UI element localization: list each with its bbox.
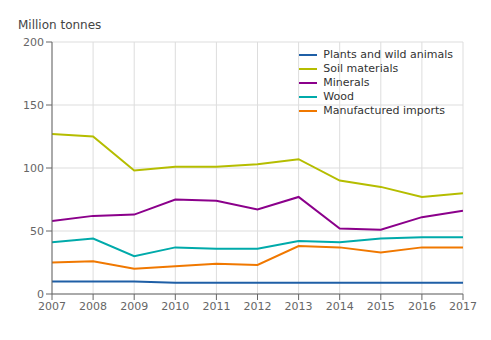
svg-text:2015: 2015 [367, 300, 395, 313]
svg-text:2017: 2017 [449, 300, 477, 313]
html-text:Million tonnes: Million tonnes [18, 18, 102, 32]
svg-text:2016: 2016 [408, 300, 436, 313]
svg-text:2010: 2010 [161, 300, 189, 313]
svg-text:2009: 2009 [120, 300, 148, 313]
svg-text:2011: 2011 [202, 300, 230, 313]
html-text:Minerals: Minerals [323, 76, 370, 89]
html-text:Manufactured imports: Manufactured imports [323, 104, 445, 117]
html-text:Soil materials: Soil materials [323, 62, 399, 75]
svg-text:0: 0 [37, 288, 44, 301]
svg-text:2007: 2007 [38, 300, 66, 313]
html-text:Plants and wild animals: Plants and wild animals [323, 48, 453, 61]
svg-text:2013: 2013 [285, 300, 313, 313]
svg-text:2012: 2012 [244, 300, 272, 313]
svg-text:50: 50 [30, 225, 44, 238]
svg-text:2014: 2014 [326, 300, 354, 313]
svg-text:150: 150 [23, 99, 44, 112]
svg-text:200: 200 [23, 36, 44, 49]
html-text:Wood: Wood [323, 90, 354, 103]
svg-text:100: 100 [23, 162, 44, 175]
svg-text:2008: 2008 [79, 300, 107, 313]
